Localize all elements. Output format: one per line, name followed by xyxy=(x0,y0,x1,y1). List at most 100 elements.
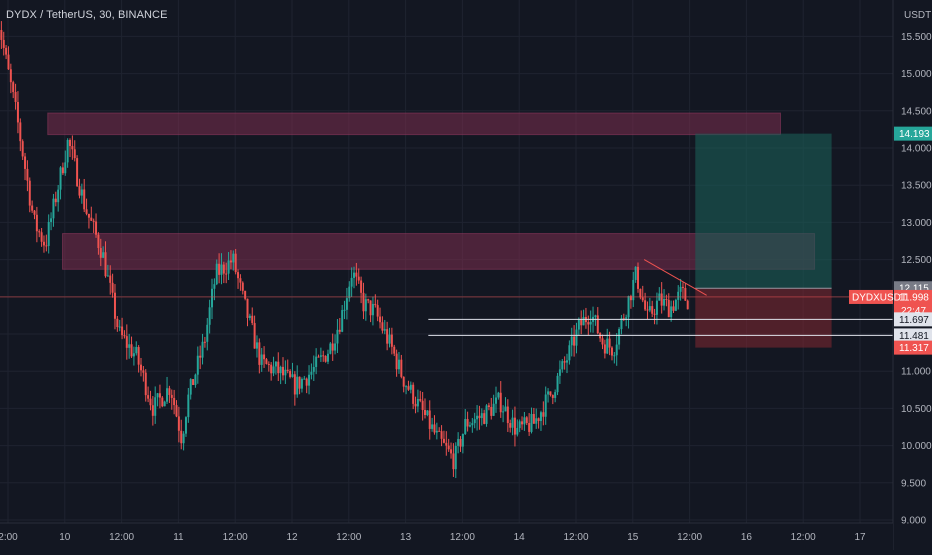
candle-body xyxy=(609,339,611,348)
candle-body xyxy=(183,434,185,444)
candle-body xyxy=(287,370,289,371)
candle-body xyxy=(575,330,577,346)
candle-body xyxy=(145,373,147,395)
candle-body xyxy=(284,370,286,376)
candle-body xyxy=(554,392,556,398)
candle-body xyxy=(244,291,246,299)
candle-body xyxy=(7,55,9,70)
candle-body xyxy=(12,82,14,92)
candle-body xyxy=(379,317,381,323)
candle-body xyxy=(370,300,372,315)
candle-body xyxy=(22,141,24,156)
candle-body xyxy=(348,287,350,299)
candle-body xyxy=(296,377,298,395)
position-target-area[interactable] xyxy=(695,134,831,289)
candle-body xyxy=(239,278,241,282)
candle-body xyxy=(481,413,483,418)
candle-body xyxy=(412,385,414,404)
candle-body xyxy=(493,404,495,416)
candle-body xyxy=(381,322,383,330)
candle-body xyxy=(514,418,516,435)
candle-body xyxy=(43,242,45,246)
candle-body xyxy=(277,362,279,373)
x-tick-label: 12:00 xyxy=(791,532,816,543)
candle-body xyxy=(583,317,585,325)
candle-body xyxy=(452,453,454,469)
candle-body xyxy=(204,342,206,343)
price-tag-label: 11.481 xyxy=(899,331,929,342)
candle-body xyxy=(661,293,663,305)
candle-body xyxy=(490,407,492,416)
candle-body xyxy=(31,206,33,211)
candle-body xyxy=(62,167,64,173)
candle-body xyxy=(429,410,431,428)
candle-body xyxy=(344,310,346,311)
candle-body xyxy=(299,377,301,389)
candle-body xyxy=(441,431,443,439)
candle-body xyxy=(251,316,253,323)
candle-body xyxy=(197,356,199,375)
candle-body xyxy=(457,439,459,446)
candle-body xyxy=(273,366,275,373)
candle-body xyxy=(351,278,353,287)
candle-body xyxy=(173,398,175,405)
candle-body xyxy=(138,347,140,365)
candle-body xyxy=(263,354,265,359)
candle-body xyxy=(315,357,317,367)
candle-body xyxy=(519,421,521,428)
chart-title: DYDX / TetherUS, 30, BINANCE xyxy=(6,9,168,21)
candle-body xyxy=(602,338,604,344)
y-tick-label: 15.000 xyxy=(901,69,932,80)
candle-body xyxy=(571,337,573,346)
candle-body xyxy=(249,316,251,318)
candle-body xyxy=(407,386,409,390)
candle-body xyxy=(620,318,622,329)
candle-body xyxy=(5,48,7,55)
candle-body xyxy=(313,367,315,372)
y-tick-label: 13.500 xyxy=(901,181,932,192)
candle-body xyxy=(190,379,192,395)
candle-body xyxy=(95,222,97,235)
candle-body xyxy=(334,343,336,350)
candle-body xyxy=(301,379,303,389)
candle-body xyxy=(668,300,670,317)
price-axis[interactable] xyxy=(893,0,932,550)
candle-body xyxy=(642,297,644,300)
candle-body xyxy=(682,287,684,288)
candle-body xyxy=(538,418,540,421)
candle-body xyxy=(358,277,360,281)
candle-body xyxy=(308,375,310,386)
candle-body xyxy=(230,261,232,263)
candle-body xyxy=(225,274,227,275)
candle-body xyxy=(185,417,187,434)
candle-body xyxy=(199,356,201,358)
candle-body xyxy=(105,252,107,276)
y-tick-label: 10.000 xyxy=(901,441,932,452)
candle-body xyxy=(580,320,582,326)
candle-body xyxy=(419,399,421,401)
candle-body xyxy=(235,254,237,272)
y-tick-label: 14.000 xyxy=(901,144,932,155)
candle-body xyxy=(161,398,163,407)
candle-body xyxy=(644,300,646,309)
y-tick-label: 10.500 xyxy=(901,404,932,415)
candle-body xyxy=(24,156,26,168)
candle-body xyxy=(237,272,239,278)
candle-body xyxy=(590,322,592,325)
candle-body xyxy=(528,423,530,432)
y-tick-label: 14.500 xyxy=(901,106,932,117)
candle-body xyxy=(187,395,189,418)
resistance-zone[interactable] xyxy=(48,113,781,135)
candle-body xyxy=(341,310,343,332)
candle-body xyxy=(67,140,69,162)
candle-body xyxy=(78,186,80,195)
candle-body xyxy=(178,416,180,430)
candle-body xyxy=(448,446,450,450)
candle-body xyxy=(310,372,312,375)
candle-body xyxy=(531,414,533,432)
price-axis-currency: USDT xyxy=(904,10,931,21)
candle-body xyxy=(462,434,464,447)
candle-body xyxy=(471,423,473,425)
